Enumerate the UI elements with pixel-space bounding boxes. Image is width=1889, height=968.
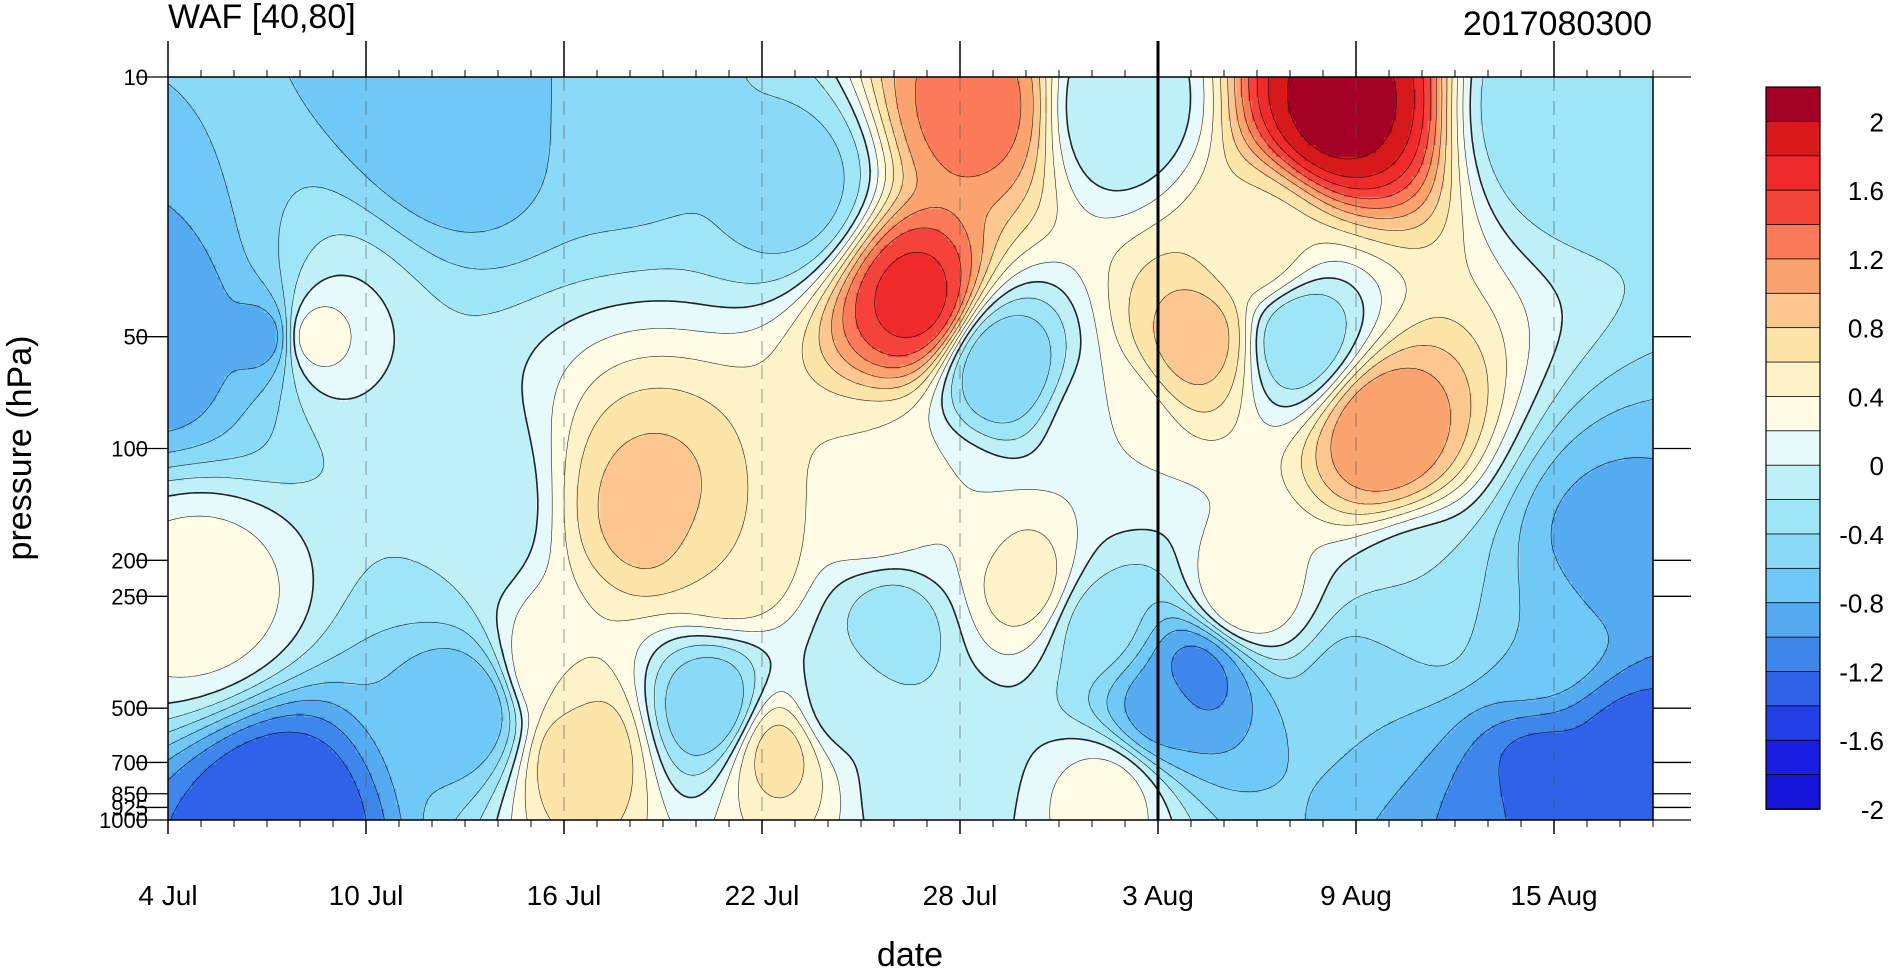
colorbar-swatch bbox=[1765, 327, 1821, 363]
y-tick-label: 250 bbox=[111, 584, 148, 609]
colorbar: 2 1.6 1.2 0.8 0.4 0 -0.4 -0.8 -1.2 -1.6 -2 bbox=[1765, 86, 1884, 825]
colorbar-label: -0.8 bbox=[1839, 589, 1884, 619]
x-tick-label: 3 Aug bbox=[1122, 880, 1194, 911]
colorbar-swatch bbox=[1765, 464, 1821, 501]
colorbar-swatch bbox=[1765, 739, 1821, 776]
contour-line bbox=[1268, 77, 1415, 178]
contour-line bbox=[524, 77, 1507, 820]
y-tick-label: 10 bbox=[124, 65, 148, 90]
contour-line bbox=[1287, 77, 1397, 160]
x-tick-label: 16 Jul bbox=[527, 880, 602, 911]
y-tick-label: 200 bbox=[111, 548, 148, 573]
y-tick-label: 500 bbox=[111, 696, 148, 721]
contour-line bbox=[537, 77, 1489, 820]
colorbar-swatch bbox=[1765, 224, 1821, 260]
x-tick-label: 22 Jul bbox=[725, 880, 800, 911]
colorbar-swatch bbox=[1765, 396, 1821, 432]
x-tick-label: 9 Aug bbox=[1320, 880, 1392, 911]
contour-line bbox=[168, 77, 1625, 820]
colorbar-swatch bbox=[1765, 636, 1821, 673]
colorbar-label: -0.4 bbox=[1839, 520, 1884, 550]
colorbar-swatch bbox=[1765, 189, 1821, 226]
colorbar-label: 0 bbox=[1870, 451, 1884, 481]
colorbar-swatch bbox=[1765, 774, 1821, 810]
colorbar-label: -1.6 bbox=[1839, 726, 1884, 756]
y-axis-label: pressure (hPa) bbox=[1, 336, 39, 561]
colorbar-swatch bbox=[1765, 705, 1821, 742]
contour-line bbox=[168, 205, 1653, 820]
contour-line bbox=[168, 645, 1653, 820]
contour-line bbox=[168, 77, 1653, 820]
contour-line bbox=[170, 688, 1653, 820]
y-tick-label: 1000 bbox=[99, 808, 148, 833]
colorbar-swatch bbox=[1765, 292, 1821, 329]
colorbar-swatch bbox=[1765, 499, 1821, 535]
y-tick-label: 100 bbox=[111, 437, 148, 462]
chart-title: WAF [40,80] bbox=[168, 0, 356, 36]
contour-line bbox=[597, 77, 1472, 569]
colorbar-label: 1.6 bbox=[1848, 176, 1884, 206]
x-tick-label: 28 Jul bbox=[923, 880, 998, 911]
contour-lines bbox=[168, 77, 1653, 820]
x-axis-label: date bbox=[877, 936, 943, 968]
colorbar-swatch bbox=[1765, 671, 1821, 707]
y-tick-label: 850 bbox=[111, 782, 148, 807]
plot-area bbox=[167, 41, 1654, 821]
y-tick-label: 925 bbox=[111, 795, 148, 820]
colorbar-label: 0.4 bbox=[1848, 382, 1884, 412]
colorbar-swatch bbox=[1765, 533, 1821, 570]
colorbar-swatch bbox=[1765, 120, 1821, 157]
colorbar-swatch bbox=[1765, 567, 1821, 604]
colorbar-swatch bbox=[1765, 86, 1821, 123]
x-axis: 4 Jul 10 Jul 16 Jul 22 Jul 28 Jul 3 Aug 9 Aug 1… bbox=[138, 41, 1654, 911]
contour-line bbox=[855, 77, 1432, 357]
y-tick-label: 50 bbox=[124, 325, 148, 350]
colorbar-swatch bbox=[1765, 258, 1821, 295]
colorbar-frame bbox=[1765, 86, 1821, 810]
contour-line bbox=[842, 77, 1437, 368]
contour-line bbox=[831, 77, 1451, 492]
colorbar-swatch bbox=[1765, 361, 1821, 398]
contour-line bbox=[168, 77, 1653, 820]
colorbar-label: 2 bbox=[1870, 107, 1884, 137]
chart-date-stamp: 2017080300 bbox=[1463, 5, 1652, 43]
contour-line bbox=[874, 77, 1425, 338]
colorbar-swatch bbox=[1765, 430, 1821, 467]
colorbar-label: 0.8 bbox=[1848, 314, 1884, 344]
y-tick-label: 700 bbox=[111, 750, 148, 775]
colorbar-label: -1.2 bbox=[1839, 657, 1884, 687]
colorbar-swatch bbox=[1765, 602, 1821, 638]
waf-contour-field bbox=[168, 77, 1653, 820]
colorbar-label: 1.2 bbox=[1848, 245, 1884, 275]
x-tick-label: 4 Jul bbox=[138, 880, 197, 911]
x-tick-label: 15 Aug bbox=[1510, 880, 1597, 911]
colorbar-swatch bbox=[1765, 155, 1821, 192]
colorbar-label: -2 bbox=[1861, 795, 1884, 825]
x-tick-label: 10 Jul bbox=[329, 880, 404, 911]
contour-line bbox=[168, 77, 1530, 820]
